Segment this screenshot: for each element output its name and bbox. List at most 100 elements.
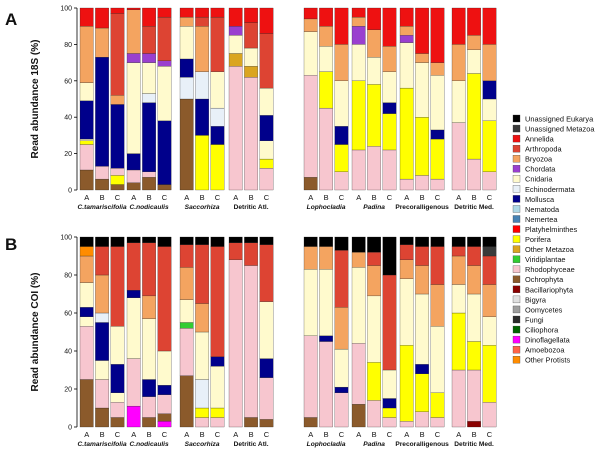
legend-item-other-protists: Other Protists: [512, 356, 570, 365]
bar-segment-cnidaria: [334, 348, 349, 388]
bar-padina-b: [367, 236, 381, 428]
bar-segment-cnidaria: [259, 140, 274, 160]
legend-label: Rhodophyceae: [525, 265, 575, 274]
bar-c-nodicaulis-b: [142, 236, 156, 428]
bar-segment-rhodophyceae: [467, 158, 481, 191]
bar-segment-rhodophyceae: [303, 75, 318, 178]
bar-segment-mollusca: [210, 356, 225, 367]
bar-detritic-atl-c: [259, 236, 274, 428]
replicate-label: B: [249, 193, 254, 202]
bar-segment-cnidaria: [451, 284, 466, 314]
legend-swatch: [512, 356, 521, 364]
replicate-label: C: [387, 193, 393, 202]
site-label-padina: Padina: [363, 204, 385, 211]
bar-segment-mollusca: [334, 126, 349, 145]
legend-swatch: [512, 315, 521, 324]
bar-c-tamariscifolia-a: [79, 7, 94, 191]
site-label-detritic-atl: Detritic Atl.: [234, 441, 269, 448]
legend-label: Echinodermata: [525, 185, 576, 194]
bar-segment-bryozoa: [451, 255, 466, 285]
bar-segment-rhodophyceae: [195, 417, 209, 428]
bar-segment-bryozoa: [382, 46, 397, 72]
bar-detritic-atl-a: [228, 7, 243, 191]
bar-segment-chordata: [351, 26, 366, 45]
bar-segment-bryozoa: [126, 9, 141, 54]
bar-detritic-med-b: [467, 236, 481, 428]
bar-segment-rhodophyceae: [95, 379, 109, 409]
bar-c-nodicaulis-a: [126, 236, 141, 428]
replicate-label: A: [456, 430, 461, 439]
bar-segment-cnidaria: [244, 47, 258, 67]
replicate-label: C: [215, 430, 221, 439]
bar-segment-bryozoa: [303, 18, 318, 32]
bar-segment-rhodophyceae: [351, 343, 366, 405]
legend-label: Amoebozoa: [525, 346, 565, 355]
bar-precoralligenous-c: [430, 236, 445, 428]
bar-segment-mollusca: [79, 100, 94, 140]
y-tick-label: 40: [64, 115, 72, 122]
bar-segment-porifera: [195, 407, 209, 418]
bar-segment-rhodophyceae: [259, 168, 274, 191]
site-label-c-nodicaulis: C.nodicaulis: [129, 441, 169, 448]
bar-segment-arthropoda: [367, 252, 381, 266]
bar-segment-porifera: [334, 144, 349, 172]
bar-segment-mollusca: [126, 290, 141, 298]
bar-segment-arthropoda: [110, 246, 125, 327]
bar-precoralligenous-b: [415, 236, 429, 428]
bar-segment-mollusca: [142, 379, 156, 397]
bar-segment-cnidaria: [195, 331, 209, 380]
bar-segment-ochrophyta: [79, 169, 94, 191]
bar-segment-annelida: [157, 7, 172, 18]
bar-segment-rhodophyceae: [95, 166, 109, 180]
bar-segment-arthropoda: [415, 246, 429, 266]
replicate-label: B: [249, 430, 254, 439]
bar-segment-ochrophyta: [179, 98, 194, 191]
legend-label: Dinoflagellata: [525, 336, 571, 345]
bar-segment-porifera: [399, 87, 414, 180]
bar-segment-unassigned-eukarya: [228, 236, 243, 243]
bar-segment-unassigned-eukarya: [157, 236, 172, 247]
bar-segment-ochrophyta: [110, 184, 125, 191]
y-axis-label: Read abundance COI (%): [30, 273, 41, 392]
bar-segment-bryozoa: [399, 26, 414, 36]
bar-segment-bryozoa: [142, 295, 156, 319]
replicate-label: B: [100, 430, 105, 439]
bar-segment-ochrophyta: [244, 417, 258, 428]
bar-segment-annelida: [95, 7, 109, 29]
bar-segment-rhodophyceae: [319, 107, 333, 191]
bar-segment-rhodophyceae: [482, 402, 497, 428]
bar-segment-arthropoda: [210, 16, 225, 72]
bar-segment-arthropoda: [195, 16, 209, 27]
bar-segment-annelida: [319, 7, 333, 27]
bar-segment-mollusca: [259, 115, 274, 141]
bar-segment-rhodophyceae: [79, 144, 94, 171]
panel-letter-a: A: [5, 10, 17, 29]
bar-segment-porifera: [482, 120, 497, 172]
y-tick-label: 80: [64, 42, 72, 49]
bar-segment-mollusca: [110, 364, 125, 393]
y-tick-label: 80: [64, 273, 72, 280]
bar-segment-mollusca: [259, 358, 274, 378]
legend-item-ciliophora: Ciliophora: [512, 325, 559, 334]
bar-c-nodicaulis-a: [126, 7, 141, 191]
bar-saccorhiza-b: [195, 7, 209, 191]
legend-swatch: [512, 285, 521, 294]
bar-segment-echinodermata: [195, 379, 209, 409]
bar-segment-cnidaria: [142, 318, 156, 380]
legend-swatch: [512, 185, 521, 193]
bar-segment-unassigned-eukarya: [110, 236, 125, 247]
legend-item-nemertea: Nemertea: [512, 215, 558, 224]
legend-swatch: [512, 305, 521, 314]
bar-segment-arthropoda: [142, 242, 156, 297]
bar-segment-annelida: [367, 7, 381, 30]
legend-label: Ochrophyta: [525, 275, 564, 284]
bar-segment-mollusca: [334, 386, 349, 393]
bar-segment-dinoflagellata: [157, 421, 172, 428]
bar-segment-unassigned-eukarya: [259, 236, 274, 245]
legend-item-cnidaria: Cnidaria: [512, 175, 553, 184]
replicate-label: C: [215, 193, 221, 202]
replicate-label: C: [339, 193, 345, 202]
legend-swatch: [512, 215, 521, 223]
bar-segment-annelida: [179, 7, 194, 18]
